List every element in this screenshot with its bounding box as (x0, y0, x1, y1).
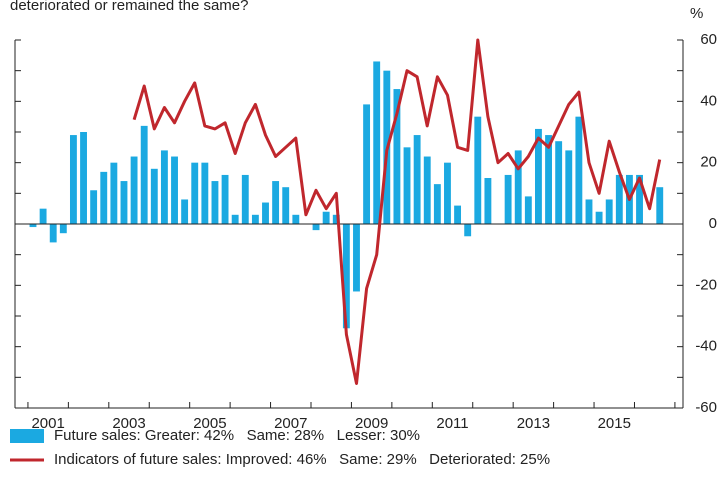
bar (130, 156, 138, 224)
bar (454, 205, 462, 224)
bar (201, 162, 209, 224)
bar (403, 147, 411, 224)
x-tick-label: 2007 (274, 415, 307, 432)
bar (565, 150, 573, 224)
bar (211, 181, 219, 224)
bar (49, 224, 57, 243)
x-tick-label: 2011 (436, 415, 468, 432)
bar (524, 196, 532, 224)
bar (110, 162, 118, 224)
bar (100, 171, 108, 224)
bar (555, 141, 563, 224)
x-tick-label: 2015 (598, 415, 631, 432)
x-tick-label: 2005 (193, 415, 226, 432)
bar (504, 174, 512, 224)
bar (535, 128, 542, 224)
bar (575, 116, 583, 224)
legend-swatch (10, 429, 44, 443)
legend-label: Indicators of future sales: Improved: 46… (54, 451, 550, 468)
bar (656, 187, 664, 224)
bar (615, 174, 623, 224)
y-tick-label: -40 (695, 338, 717, 355)
bar (433, 184, 441, 224)
bar (373, 61, 381, 224)
bar (464, 224, 472, 237)
x-tick-label: 2003 (112, 415, 145, 432)
bar (69, 135, 77, 224)
bar (231, 214, 239, 224)
legend-label: Future sales: Greater: 42% Same: 28% Les… (54, 427, 420, 444)
bar (595, 211, 603, 224)
x-tick-label: 2013 (517, 415, 550, 432)
bar (474, 116, 482, 224)
bar (322, 211, 330, 224)
bar (363, 104, 371, 224)
y-tick-label: -20 (695, 276, 717, 293)
y-unit: % (690, 5, 703, 22)
y-tick-label: 0 (709, 215, 717, 232)
bar (221, 174, 229, 224)
bar (241, 174, 249, 224)
chart-subtitle: deteriorated or remained the same? (10, 0, 248, 14)
bar (181, 199, 189, 224)
line (132, 38, 662, 385)
bar (150, 168, 158, 224)
bar (59, 224, 67, 234)
bar (484, 178, 492, 224)
bar (342, 224, 350, 329)
bar (413, 135, 421, 224)
bar (292, 214, 300, 224)
bar (120, 181, 128, 224)
x-tick-label: 2009 (355, 415, 388, 432)
bar (171, 156, 178, 224)
bar (636, 174, 643, 224)
bar (140, 125, 148, 224)
bar (251, 214, 259, 224)
bar (39, 208, 47, 224)
bar (585, 199, 593, 224)
y-tick-label: -60 (695, 399, 717, 416)
x-tick-label: 2001 (31, 415, 64, 432)
bar (393, 89, 401, 224)
y-tick-label: 60 (700, 31, 717, 48)
bar (282, 187, 290, 224)
bar (423, 156, 431, 224)
bar (160, 150, 168, 224)
bar (90, 190, 98, 224)
bar (353, 224, 360, 292)
bar (272, 181, 280, 224)
bar (514, 150, 522, 224)
bar (262, 202, 269, 224)
bar (332, 214, 340, 224)
bar (29, 224, 37, 228)
bar (605, 199, 613, 224)
bar (80, 132, 87, 224)
bar (444, 162, 451, 224)
y-tick-label: 40 (700, 92, 717, 109)
bar (312, 224, 320, 231)
bar (191, 162, 199, 224)
y-tick-label: 20 (700, 154, 717, 171)
bar (545, 135, 552, 224)
